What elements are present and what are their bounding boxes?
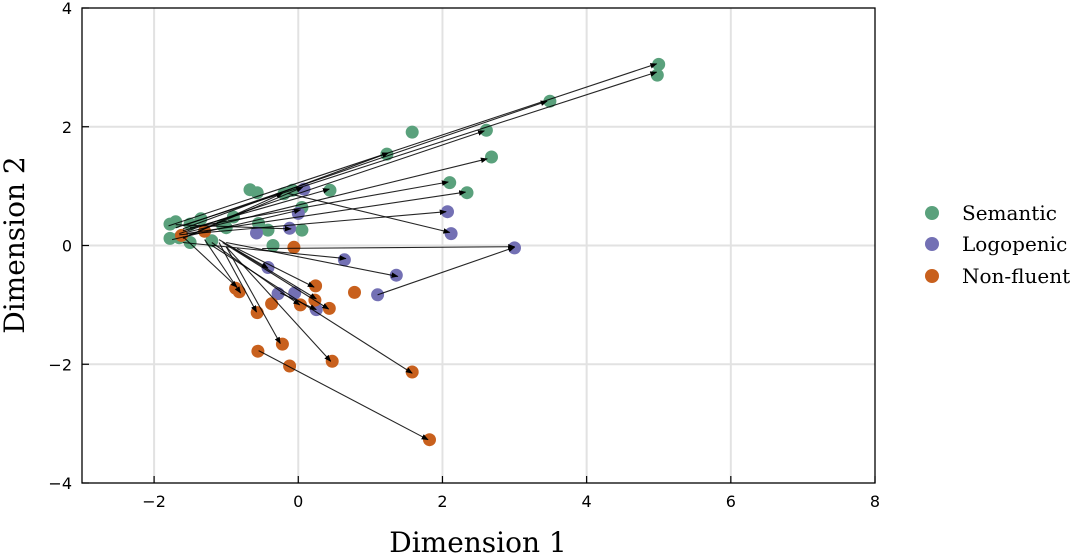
axis-ticks: −2 0 2 4 6 8 −4 −2 0 2 4 bbox=[48, 0, 880, 511]
trajectory-arrow bbox=[262, 243, 516, 250]
data-point-nonfluent bbox=[265, 297, 279, 311]
data-point-nonfluent bbox=[287, 240, 301, 254]
legend: Semantic Logopenic Non-fluent bbox=[925, 201, 1070, 288]
data-point-logopenic bbox=[508, 241, 521, 255]
data-point-semantic bbox=[460, 186, 474, 200]
trajectory-arrow bbox=[211, 245, 413, 374]
legend-marker-semantic bbox=[925, 206, 939, 220]
trajectory-arrow bbox=[168, 63, 658, 227]
data-point-nonfluent bbox=[325, 354, 339, 368]
data-point-semantic bbox=[261, 223, 275, 237]
trajectory-arrow bbox=[182, 236, 238, 288]
x-axis-title: Dimension 1 bbox=[389, 526, 567, 555]
legend-item-nonfluent: Non-fluent bbox=[925, 264, 1070, 288]
legend-label-logopenic: Logopenic bbox=[962, 232, 1067, 256]
trajectory-arrow bbox=[233, 248, 317, 300]
data-point-nonfluent bbox=[423, 433, 436, 447]
x-tick-label: 4 bbox=[582, 492, 592, 511]
trajectory-arrow bbox=[287, 192, 451, 234]
data-point-semantic bbox=[163, 231, 177, 245]
x-tick-label: 0 bbox=[293, 492, 303, 511]
trajectory-arrow bbox=[182, 100, 548, 227]
trajectory-arrow bbox=[190, 180, 449, 229]
x-tick-label: 2 bbox=[437, 492, 447, 511]
data-layer bbox=[163, 57, 666, 447]
y-tick-label: −4 bbox=[48, 474, 72, 493]
y-tick-label: 0 bbox=[62, 237, 72, 256]
data-point-nonfluent bbox=[251, 344, 265, 358]
legend-label-nonfluent: Non-fluent bbox=[962, 264, 1070, 288]
trajectory-arrow bbox=[225, 246, 281, 345]
legend-label-semantic: Semantic bbox=[962, 201, 1057, 225]
trajectory-arrow bbox=[175, 224, 292, 232]
y-tick-label: 2 bbox=[62, 118, 72, 137]
y-tick-label: 4 bbox=[62, 0, 72, 18]
data-point-semantic bbox=[250, 186, 264, 200]
data-point-semantic bbox=[295, 223, 309, 237]
x-tick-label: 8 bbox=[870, 492, 880, 511]
data-point-semantic bbox=[205, 234, 219, 248]
trajectory-arrow bbox=[377, 246, 516, 296]
data-point-nonfluent bbox=[322, 301, 336, 315]
trajectory-arrow bbox=[222, 242, 330, 310]
data-point-nonfluent bbox=[283, 359, 297, 373]
trajectory-arrow bbox=[218, 242, 257, 313]
data-point-semantic bbox=[650, 68, 664, 82]
data-arrows bbox=[168, 63, 658, 441]
y-tick-label: −2 bbox=[48, 355, 72, 374]
data-point-logopenic bbox=[337, 253, 351, 267]
data-point-logopenic bbox=[444, 227, 458, 241]
trajectory-arrow bbox=[211, 242, 301, 306]
data-point-semantic bbox=[485, 150, 498, 164]
trajectory-arrow bbox=[280, 292, 317, 311]
data-point-semantic bbox=[323, 183, 337, 197]
data-point-nonfluent bbox=[405, 365, 419, 379]
data-point-semantic bbox=[405, 125, 419, 139]
legend-item-semantic: Semantic bbox=[925, 201, 1057, 225]
legend-item-logopenic: Logopenic bbox=[925, 232, 1067, 256]
y-axis-title: Dimension 2 bbox=[0, 156, 31, 334]
trajectory-arrow bbox=[226, 241, 399, 278]
legend-marker-nonfluent bbox=[925, 269, 939, 283]
trajectory-arrow bbox=[182, 152, 390, 230]
data-point-logopenic bbox=[250, 226, 263, 240]
data-point-semantic bbox=[266, 239, 280, 252]
data-point-nonfluent bbox=[250, 306, 264, 320]
trajectory-arrow bbox=[171, 208, 302, 241]
trajectory-arrow bbox=[182, 192, 284, 239]
trajectory-arrow bbox=[179, 209, 447, 236]
trajectory-arrow bbox=[186, 157, 488, 233]
data-point-semantic bbox=[194, 212, 208, 226]
x-tick-label: 6 bbox=[726, 492, 736, 511]
trajectory-arrow bbox=[218, 239, 269, 269]
legend-marker-logopenic bbox=[925, 237, 939, 251]
trajectory-arrow bbox=[258, 350, 429, 441]
trajectory-arrow bbox=[182, 188, 330, 232]
x-tick-label: −2 bbox=[142, 492, 166, 511]
grid-lines bbox=[82, 8, 875, 483]
data-point-nonfluent bbox=[348, 285, 361, 299]
trajectory-arrow bbox=[204, 239, 242, 294]
trajectory-arrow bbox=[236, 248, 315, 288]
